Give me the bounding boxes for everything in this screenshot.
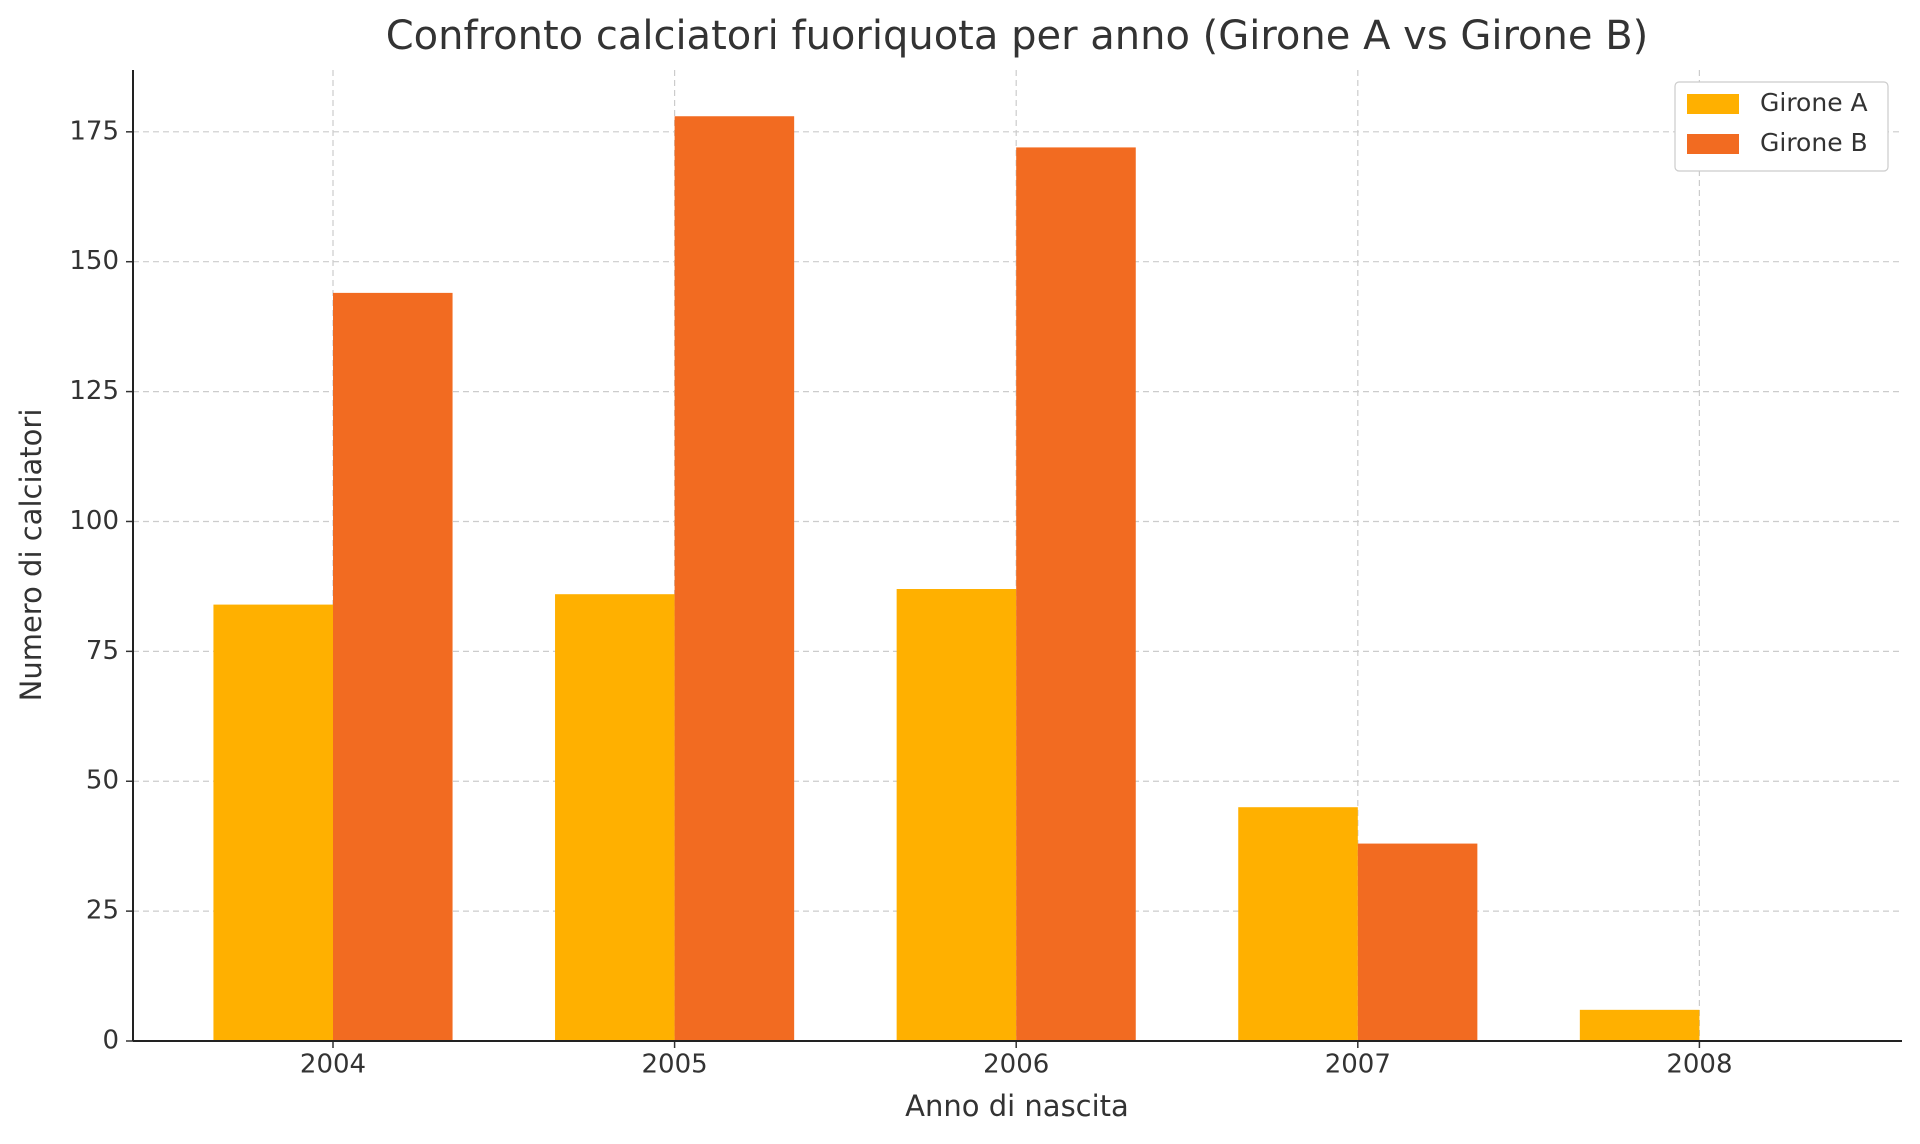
y-tick-label: 0: [102, 1026, 119, 1056]
bar: [674, 116, 795, 1041]
legend-swatch: [1687, 134, 1739, 154]
y-tick-label: 150: [69, 246, 119, 276]
bar: [213, 604, 333, 1041]
x-tick-label: 2004: [300, 1050, 366, 1080]
y-tick-label: 50: [86, 766, 119, 796]
x-tick-label: 2006: [983, 1050, 1049, 1080]
x-tick-label: 2005: [642, 1050, 708, 1080]
bar: [1016, 147, 1136, 1041]
y-tick-label: 100: [69, 506, 119, 536]
x-tick-label: 2007: [1325, 1050, 1391, 1080]
y-tick-label: 125: [69, 376, 119, 406]
y-tick-label: 175: [69, 116, 119, 146]
y-axis-label: Numero di calciatori: [14, 409, 48, 702]
bar: [1579, 1009, 1700, 1041]
legend-label: Girone B: [1760, 128, 1868, 157]
bar: [1357, 843, 1478, 1041]
bar: [896, 589, 1017, 1041]
chart-title: Confronto calciatori fuoriquota per anno…: [386, 13, 1649, 59]
bar: [555, 594, 675, 1041]
bar: [1238, 807, 1358, 1041]
x-tick-label: 2008: [1666, 1050, 1732, 1080]
y-tick-label: 75: [86, 636, 119, 666]
bar: [333, 292, 453, 1041]
legend-label: Girone A: [1760, 88, 1868, 117]
y-tick-label: 25: [86, 896, 119, 926]
legend-swatch: [1687, 94, 1739, 114]
x-axis-label: Anno di nascita: [905, 1089, 1129, 1123]
